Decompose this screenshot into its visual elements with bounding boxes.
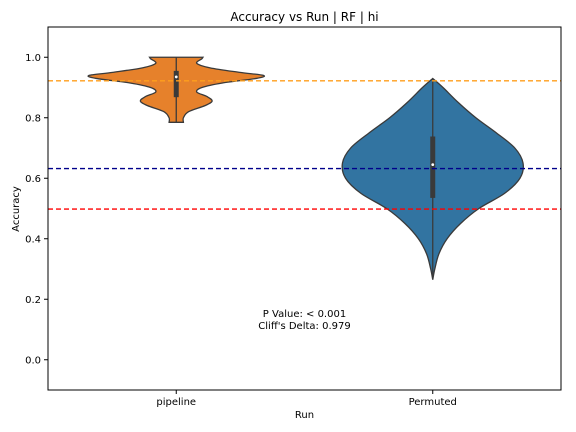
- chart-title: Accuracy vs Run | RF | hi: [230, 10, 378, 24]
- x-tick-label: Permuted: [409, 397, 457, 408]
- y-tick-label: 1.0: [25, 53, 41, 64]
- y-tick-label: 0.8: [25, 113, 41, 124]
- y-tick-label: 0.4: [25, 234, 41, 245]
- violin-box-permuted: [430, 136, 436, 198]
- x-tick-label: pipeline: [156, 397, 196, 408]
- violin-median-pipeline: [174, 75, 178, 79]
- annotation-p-value: P Value: < 0.001: [263, 309, 346, 320]
- y-axis-label: Accuracy: [11, 186, 22, 232]
- plot-area: 0.0 0.2 0.4 0.6 0.8 1.0 pipeline Permuted: [25, 26, 562, 408]
- x-axis-label: Run: [295, 410, 314, 421]
- y-tick-label: 0.0: [25, 355, 41, 366]
- annotation-cliffs-delta: Cliff's Delta: 0.979: [258, 321, 350, 332]
- y-tick-label: 0.2: [25, 295, 41, 306]
- plot-frame: [47, 26, 562, 391]
- violin-box-pipeline: [173, 70, 179, 98]
- violin-median-permuted: [431, 163, 435, 167]
- y-tick-label: 0.6: [25, 174, 41, 185]
